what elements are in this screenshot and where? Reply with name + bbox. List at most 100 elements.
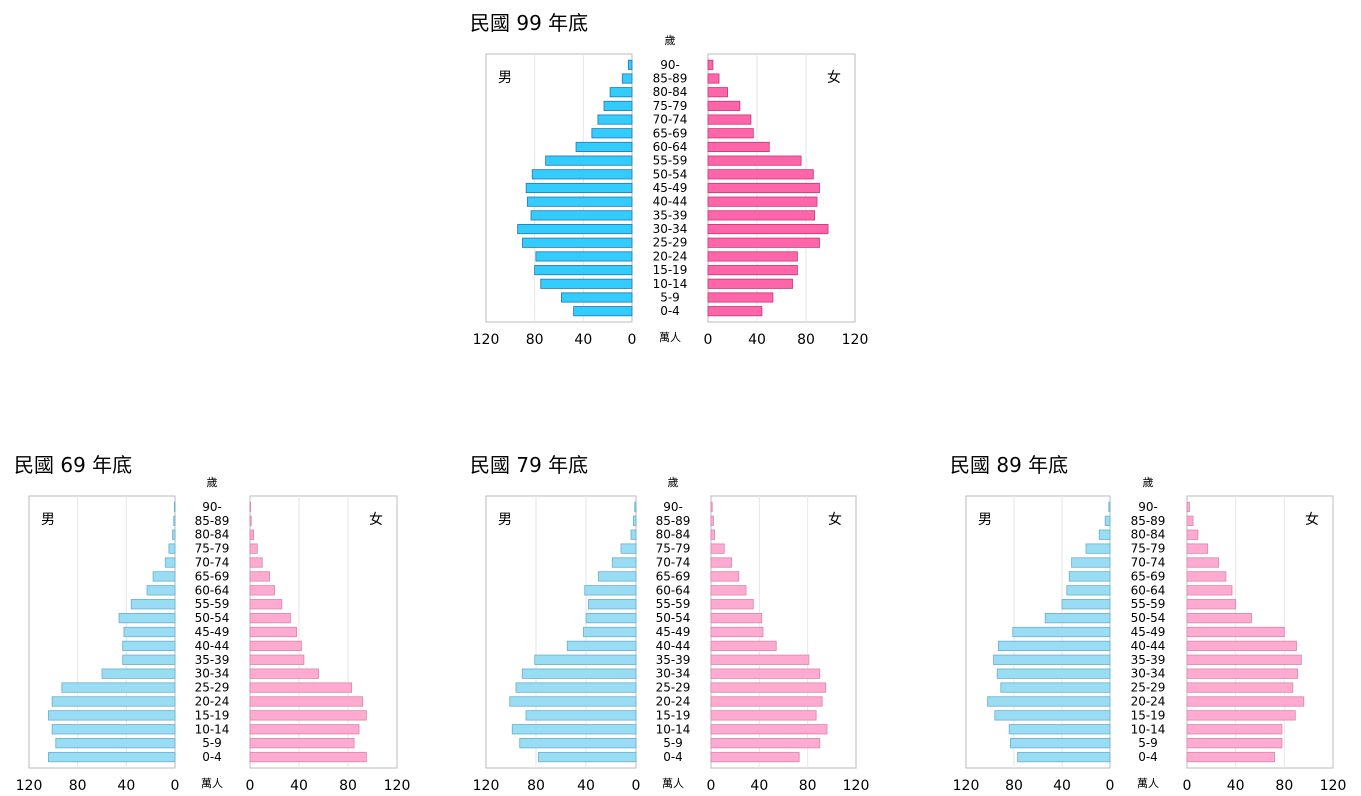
male-bar: [525, 710, 637, 721]
male-bar: [534, 265, 633, 276]
male-bar: [634, 501, 637, 513]
female-bar: [249, 543, 258, 554]
male-tick-label: 120: [473, 778, 500, 794]
female-label: 女: [827, 69, 841, 86]
age-group-label: 0-4: [1138, 750, 1158, 764]
male-bar: [525, 182, 633, 194]
male-bar: [1061, 599, 1111, 610]
age-group-label: 5-9: [202, 736, 222, 750]
age-group-label: 5-9: [1138, 736, 1158, 750]
male-bar: [130, 599, 176, 610]
age-group-label: 55-59: [195, 597, 230, 611]
male-tick-label: 40: [1053, 778, 1071, 794]
age-group-label: 45-49: [656, 625, 691, 639]
male-tick-label: 120: [16, 778, 43, 794]
male-bar: [1044, 612, 1111, 624]
female-bar: [249, 501, 252, 513]
value-unit-label: 萬人: [201, 777, 223, 790]
age-group-label: 85-89: [195, 514, 230, 528]
male-bar: [987, 696, 1111, 707]
age-group-label: 10-14: [1131, 722, 1166, 736]
age-group-label: 80-84: [195, 528, 230, 542]
female-bar: [710, 515, 714, 526]
female-bar: [249, 668, 319, 679]
female-bar: [1186, 654, 1302, 665]
female-tick-label: 120: [843, 778, 870, 794]
age-group-label: 70-74: [656, 556, 691, 570]
value-unit-label: 萬人: [659, 331, 681, 344]
age-group-label: 25-29: [656, 681, 691, 695]
female-bar: [710, 585, 747, 596]
female-bar: [707, 114, 752, 125]
female-bar: [249, 682, 353, 693]
age-group-label: 35-39: [1131, 653, 1166, 667]
female-bar: [710, 724, 828, 735]
age-group-label: 0-4: [663, 750, 683, 764]
male-bar: [61, 682, 176, 693]
female-bar: [249, 654, 305, 665]
age-group-label: 50-54: [195, 611, 230, 625]
value-unit-label: 萬人: [1137, 777, 1159, 790]
female-tick-label: 120: [384, 778, 411, 794]
age-group-label: 15-19: [195, 708, 230, 722]
age-group-label: 70-74: [653, 113, 688, 127]
age-group-label: 85-89: [656, 514, 691, 528]
age-unit-label: 歲: [665, 33, 676, 47]
male-bar: [48, 751, 176, 763]
male-bar: [611, 557, 637, 568]
female-bar: [707, 182, 820, 194]
age-group-label: 0-4: [202, 750, 222, 764]
male-bar: [575, 141, 633, 153]
female-bar: [710, 612, 763, 624]
female-tick-label: 0: [707, 778, 716, 794]
age-group-label: 20-24: [195, 694, 230, 708]
age-group-label: 30-34: [1131, 667, 1166, 681]
female-bar: [249, 515, 252, 526]
female-tick-label: 120: [842, 332, 869, 348]
age-group-label: 15-19: [1131, 708, 1166, 722]
female-bar: [707, 306, 763, 317]
age-group-label: 80-84: [653, 85, 688, 99]
age-group-label: 75-79: [195, 542, 230, 556]
male-bar: [515, 682, 637, 693]
male-tick-label: 120: [953, 778, 980, 794]
female-bar: [710, 640, 777, 652]
male-bar: [1017, 751, 1111, 763]
female-bar: [249, 585, 275, 596]
age-group-label: 25-29: [1131, 681, 1166, 695]
value-unit-label: 萬人: [662, 777, 684, 790]
female-tick-label: 40: [748, 332, 766, 348]
age-group-label: 5-9: [660, 290, 680, 304]
female-label: 女: [828, 511, 842, 528]
female-bar: [1186, 696, 1305, 707]
age-group-label: 20-24: [1131, 694, 1166, 708]
female-bar: [707, 223, 829, 235]
female-label: 女: [1305, 511, 1319, 528]
female-bar: [710, 668, 821, 679]
age-group-label: 40-44: [195, 639, 230, 653]
female-bar: [707, 278, 793, 289]
age-group-label: 15-19: [656, 708, 691, 722]
female-bar: [707, 128, 754, 139]
male-bar: [172, 529, 176, 540]
male-bar: [522, 237, 633, 248]
male-bar: [633, 515, 637, 526]
male-bar: [584, 585, 637, 596]
male-bar: [146, 585, 176, 596]
female-bar: [710, 751, 800, 763]
age-group-label: 40-44: [656, 639, 691, 653]
male-label: 男: [41, 512, 55, 528]
age-group-label: 50-54: [1131, 611, 1166, 625]
male-bar: [122, 654, 176, 665]
male-bar: [538, 751, 637, 763]
male-bar: [1071, 557, 1111, 568]
male-tick-label: 0: [628, 332, 637, 348]
male-bar: [1098, 529, 1111, 540]
age-group-label: 90-: [660, 58, 680, 72]
age-group-label: 10-14: [656, 722, 691, 736]
female-bar: [707, 87, 729, 98]
female-bar: [707, 100, 741, 111]
male-label: 男: [498, 70, 512, 86]
male-tick-label: 80: [69, 778, 87, 794]
